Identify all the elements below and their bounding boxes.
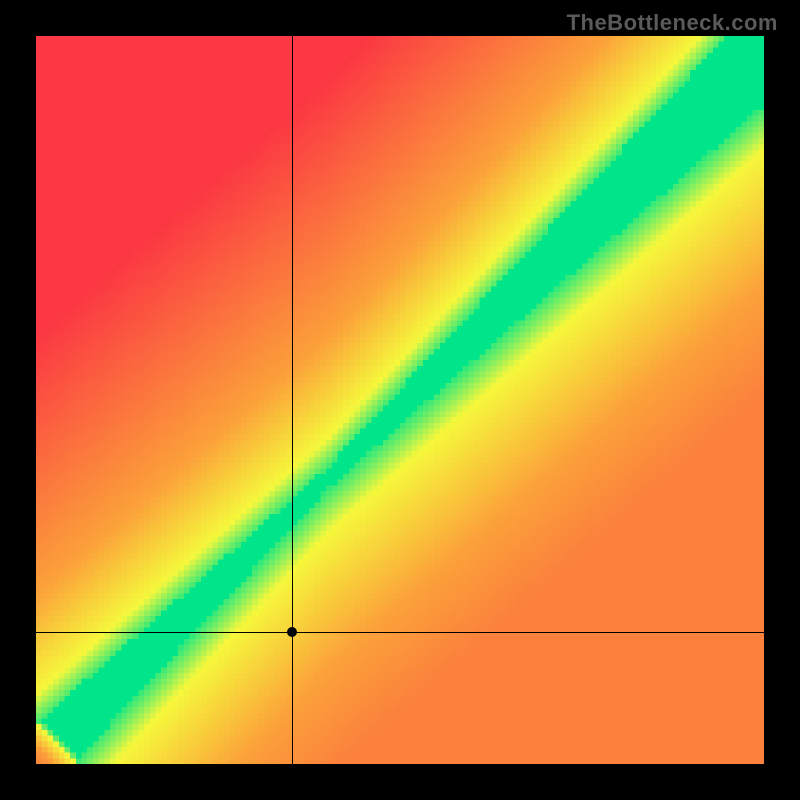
marker-dot — [287, 627, 297, 637]
crosshair-vertical — [292, 36, 293, 764]
crosshair-horizontal — [36, 632, 764, 633]
heatmap-canvas — [36, 36, 764, 764]
bottleneck-heatmap — [36, 36, 764, 764]
watermark: TheBottleneck.com — [567, 10, 778, 36]
